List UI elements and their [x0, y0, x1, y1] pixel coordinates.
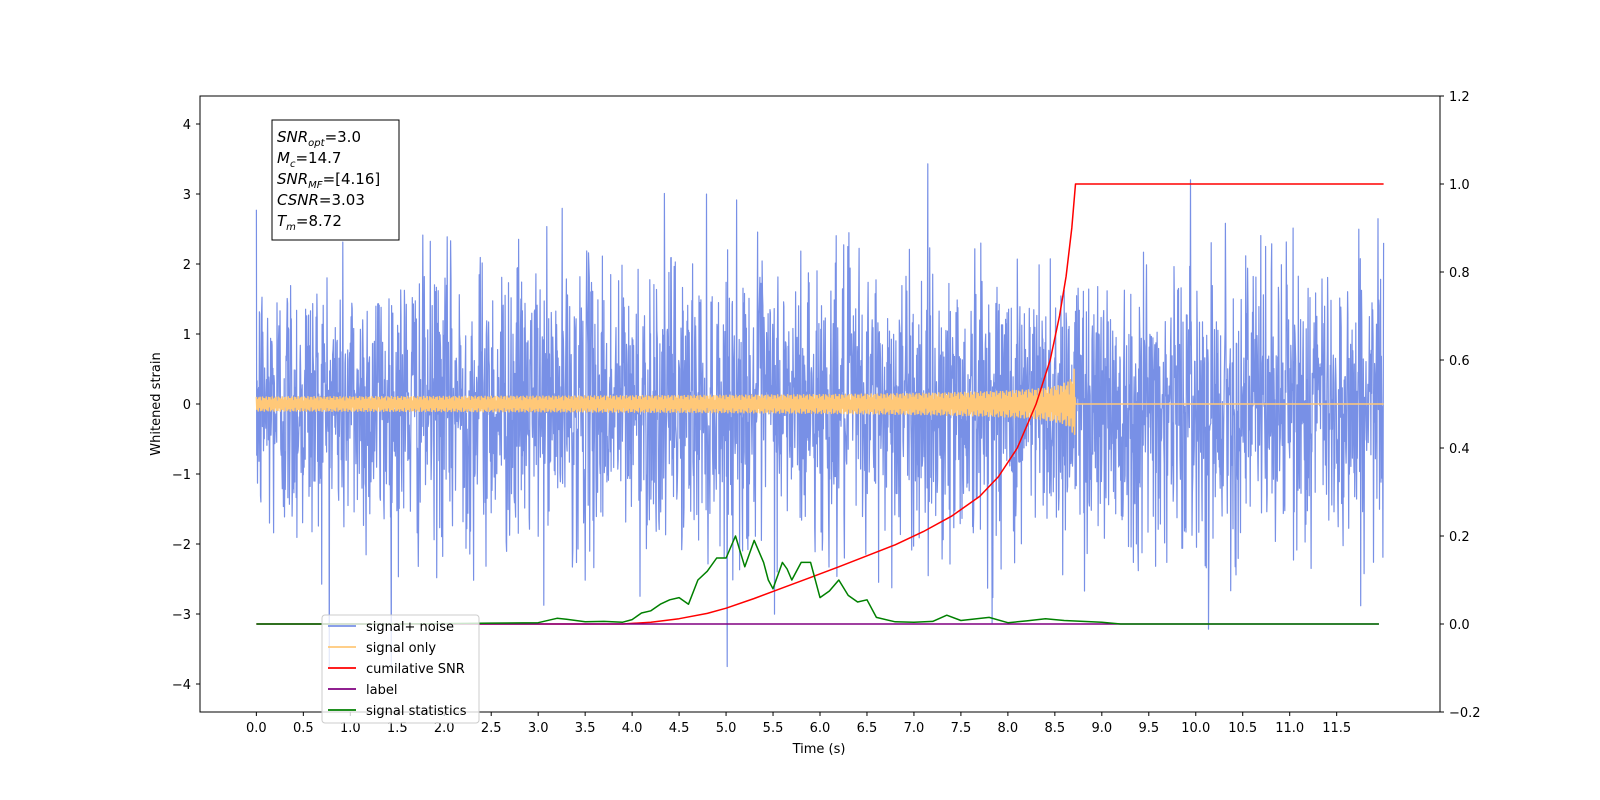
y-tick-label: 2: [183, 258, 191, 273]
legend-entry: cumilative SNR: [366, 662, 465, 677]
x-tick-label: 6.0: [810, 721, 831, 736]
annotation-line: Mc=14.7: [277, 149, 341, 170]
y-tick-label: 0: [183, 398, 191, 413]
x-tick-label: 7.0: [904, 721, 925, 736]
x-tick-label: 3.5: [575, 721, 596, 736]
series-line-5: [256, 535, 1379, 625]
x-tick-label: 2.0: [434, 721, 455, 736]
x-tick-label: 8.0: [998, 721, 1019, 736]
x-tick-label: 9.5: [1138, 721, 1159, 736]
y-tick-label: −4: [172, 678, 191, 693]
y2-tick-label: 0.4: [1449, 442, 1470, 457]
x-axis-label: Time (s): [792, 742, 846, 757]
legend-entry: signal statistics: [366, 704, 467, 719]
x-tick-label: 0.5: [293, 721, 314, 736]
x-tick-label: 6.5: [857, 721, 878, 736]
x-tick-label: 11.5: [1322, 721, 1351, 736]
y2-tick-label: 1.0: [1449, 178, 1470, 193]
x-tick-label: 1.5: [387, 721, 408, 736]
y2-tick-label: 0.0: [1449, 618, 1470, 633]
y-axis-label: Whitened strain: [149, 352, 164, 455]
x-tick-label: 1.0: [340, 721, 361, 736]
x-tick-label: 4.5: [669, 721, 690, 736]
y-tick-label: 3: [183, 188, 191, 203]
x-tick-label: 11.0: [1275, 721, 1304, 736]
x-tick-label: 0.0: [246, 721, 267, 736]
y-tick-label: −3: [172, 608, 191, 623]
annotation-line: SNRMF=[4.16]: [277, 170, 380, 191]
y-tick-label: −1: [172, 468, 191, 483]
legend-frame: [321, 614, 480, 724]
annotation-line: SNRopt=3.0: [277, 128, 361, 149]
y2-axis-ticks: −0.2 0.0 0.2 0.4 0.6 0.8 1.0 1.2: [1440, 90, 1481, 721]
y-tick-label: 4: [183, 118, 191, 133]
legend-entry: signal+ noise: [366, 620, 454, 635]
x-tick-label: 10.0: [1181, 721, 1210, 736]
x-tick-label: 7.5: [951, 721, 972, 736]
x-tick-label: 4.0: [622, 721, 643, 736]
x-tick-label: 9.0: [1091, 721, 1112, 736]
x-tick-label: 5.0: [716, 721, 737, 736]
y-axis-ticks: −4 −3 −2 −1 0 1 2 3 4: [172, 118, 200, 693]
legend-entry: label: [366, 683, 397, 698]
x-tick-label: 5.5: [763, 721, 784, 736]
x-tick-label: 8.5: [1045, 721, 1066, 736]
series-line-3: [256, 183, 1384, 625]
y-tick-label: −2: [172, 538, 191, 553]
legend: signal+ noise signal only cumilative SNR la…: [321, 614, 480, 724]
x-axis-ticks: 0.0 0.5 1.0 1.5 2.0 2.5 3.0 3.5 4.0 4.5 5.0 5.5 6.0 6…: [246, 712, 1351, 736]
legend-entry: signal only: [366, 641, 436, 656]
series-line-1: [255, 163, 1385, 668]
y2-tick-label: −0.2: [1449, 706, 1481, 721]
annotation-frame: [271, 119, 400, 241]
x-tick-label: 2.5: [481, 721, 502, 736]
y2-tick-label: 0.6: [1449, 354, 1470, 369]
y2-tick-label: 1.2: [1449, 90, 1470, 105]
annotation-line: CSNR=3.03: [277, 191, 365, 209]
series-line-2: [255, 368, 1384, 436]
x-tick-label: 10.5: [1228, 721, 1257, 736]
y-tick-label: 1: [183, 328, 191, 343]
y2-tick-label: 0.2: [1449, 530, 1470, 545]
x-tick-label: 3.0: [528, 721, 549, 736]
annotation-line: Tm=8.72: [277, 212, 342, 233]
y2-tick-label: 0.8: [1449, 266, 1470, 281]
